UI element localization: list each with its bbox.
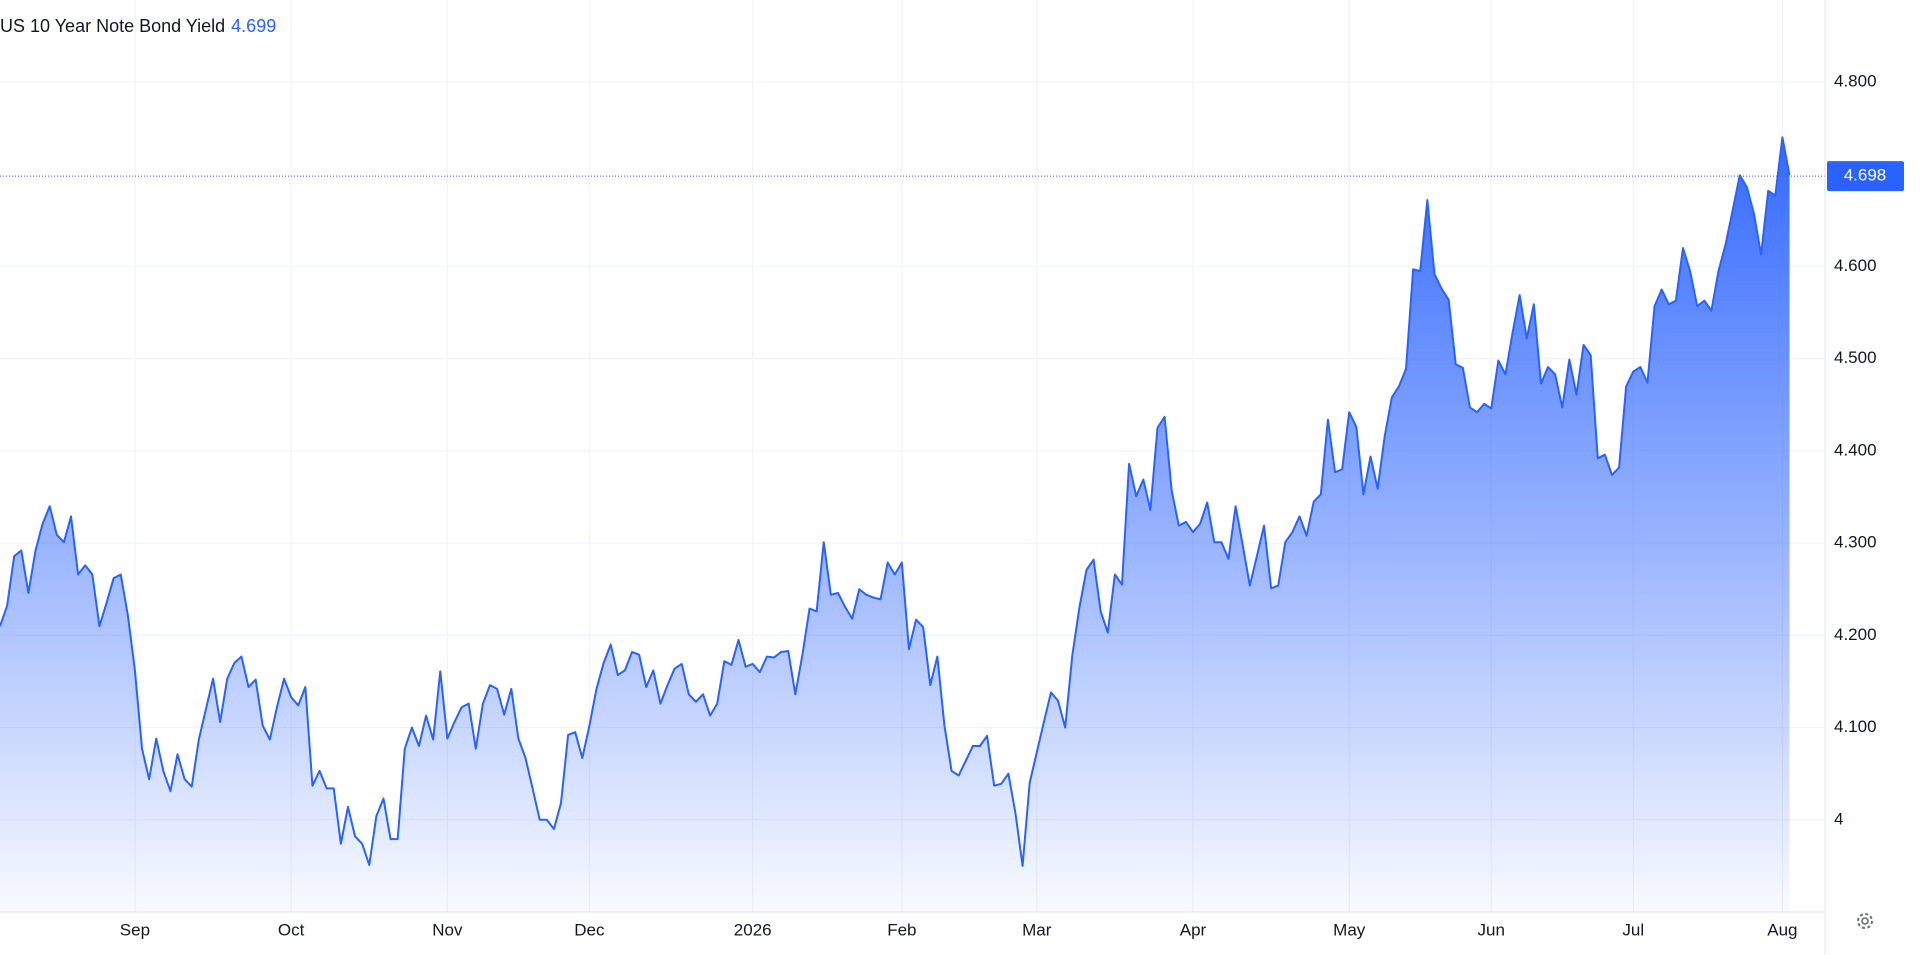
yield-line [0, 136, 1791, 867]
x-tick-label: Dec [574, 920, 605, 939]
y-tick-label: 4.500 [1834, 348, 1877, 367]
last-value: 4.699 [231, 16, 276, 36]
price-badge [1827, 161, 1904, 192]
x-tick-label: Nov [432, 920, 463, 939]
y-tick-label: 4.300 [1834, 533, 1877, 552]
data-layer [0, 136, 1825, 912]
x-tick-label: Oct [278, 920, 305, 939]
settings-button[interactable] [1857, 913, 1873, 929]
y-tick-label: 4.100 [1834, 717, 1877, 736]
axis-layer: 4.800 4.600 4.500 4.400 4.300 4.200 4.100 4 Sep O… [120, 72, 1904, 939]
x-tick-label: May [1333, 920, 1366, 939]
area-fill [0, 137, 1790, 912]
chart-title: US 10 Year Note Bond Yield [0, 16, 225, 36]
x-tick-label: Apr [1180, 920, 1207, 939]
x-tick-label: Feb [887, 920, 916, 939]
x-tick-label: Aug [1767, 920, 1797, 939]
gear-hub [1861, 917, 1869, 925]
x-tick-label: Jul [1622, 920, 1644, 939]
x-tick-label: 2026 [734, 920, 772, 939]
x-tick-label: Sep [120, 920, 150, 939]
y-tick-label: 4.400 [1834, 440, 1877, 459]
y-tick-label: 4.200 [1834, 625, 1877, 644]
price-badge-label: 4.698 [1844, 166, 1887, 185]
y-tick-label: 4.600 [1834, 256, 1877, 275]
x-tick-label: Mar [1022, 920, 1052, 939]
gear-teeth [1857, 913, 1873, 929]
y-tick-label: 4.800 [1834, 72, 1877, 91]
x-tick-label: Jun [1478, 920, 1505, 939]
y-tick-label: 4 [1834, 809, 1843, 828]
